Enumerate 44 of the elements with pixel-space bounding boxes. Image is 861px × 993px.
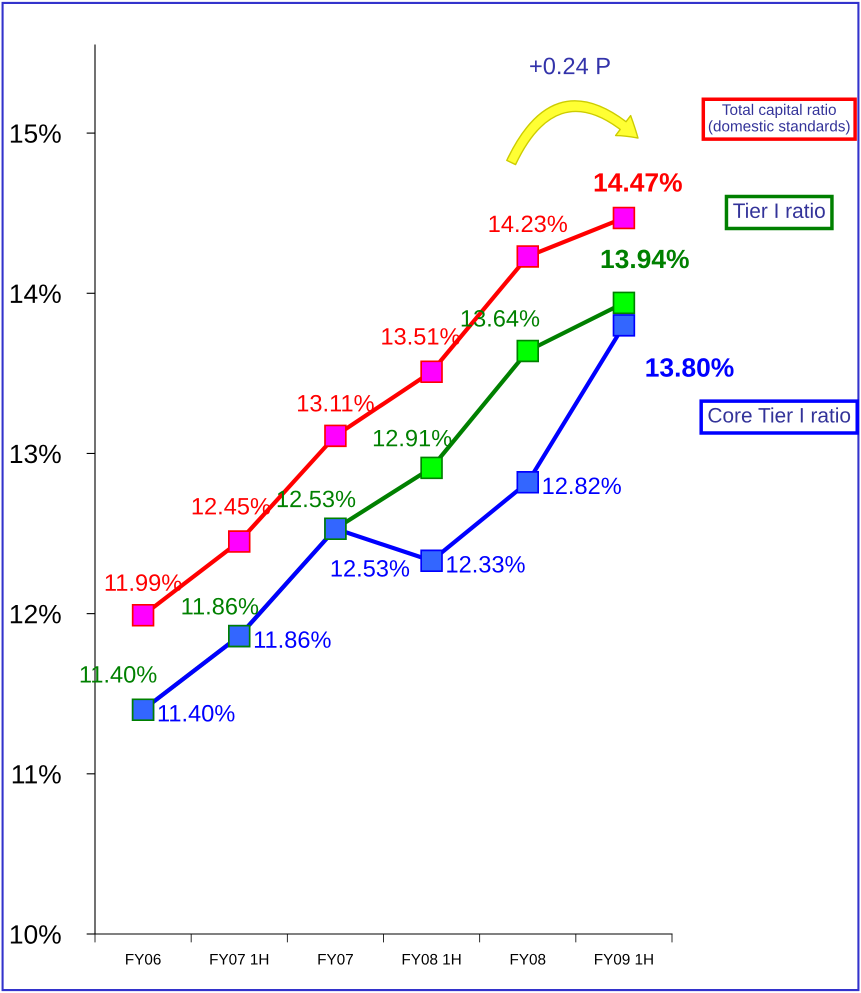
data-label: 11.40% [158, 704, 234, 722]
data-label: 13.94% [602, 250, 689, 268]
x-tick-label: FY08 1H [402, 954, 460, 965]
data-label: 13.11% [298, 394, 374, 412]
y-tick-label: 13% [10, 444, 61, 464]
x-tick-label: FY08 [510, 954, 546, 965]
point [132, 604, 154, 626]
x-tick-label: FY07 [318, 954, 353, 965]
point [420, 550, 443, 572]
point [516, 471, 539, 494]
data-label: 12.53% [278, 490, 356, 508]
point [324, 424, 347, 448]
point [612, 292, 636, 314]
data-label: 11.86% [254, 631, 331, 648]
text: Total capital ratio (domestic standards) [708, 104, 850, 134]
annotation: +0.24 P [530, 58, 610, 74]
text: Core Tier I ratio [708, 407, 850, 423]
data-label: 12.45% [192, 498, 270, 515]
data-label: 12.91% [374, 430, 452, 446]
y-tick-label: 10% [10, 925, 61, 944]
y-tick-label: 11% [12, 765, 61, 784]
data-label: 11.86% [182, 598, 258, 615]
point [516, 340, 539, 362]
y-tick-label: 12% [10, 604, 61, 624]
data-label: 12.82% [543, 477, 621, 494]
data-label: 14.47% [594, 173, 682, 192]
x-tick-label: FY06 [126, 954, 161, 965]
point [420, 456, 443, 480]
data-label: 12.53% [332, 560, 410, 577]
data-label: 13.51% [382, 328, 460, 345]
point [420, 360, 443, 384]
point [612, 314, 636, 337]
y-tick-label: 15% [10, 124, 61, 143]
data-label: 14.23% [490, 216, 567, 232]
data-label: 13.80% [646, 358, 734, 377]
x-tick-label: FY07 1H [210, 954, 268, 965]
x-tick-label: FY09 1H [595, 954, 653, 965]
data-label: 12.33% [447, 556, 525, 573]
point [228, 530, 250, 553]
point [612, 206, 636, 230]
text: Tier I ratio [733, 202, 825, 218]
point [516, 245, 539, 268]
y-tick-label: 14% [10, 284, 61, 303]
data-label: 11.99% [106, 574, 182, 592]
